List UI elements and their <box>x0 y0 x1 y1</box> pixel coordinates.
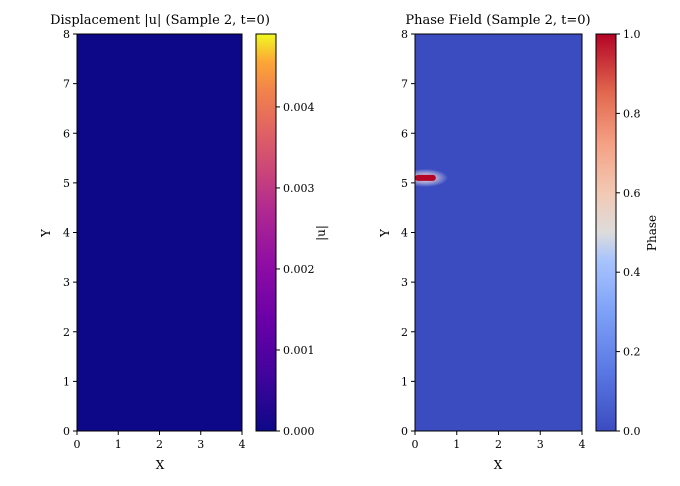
displacement-field <box>77 34 242 431</box>
phase-panel: Phase Field (Sample 2, t=0) 0 1 2 3 4 0 1 2 3 4 5… <box>378 13 659 472</box>
phase-x-tick-label: 3 <box>537 438 544 451</box>
phase-y-tick-label: 7 <box>401 78 408 91</box>
displacement-x-tick-label: 1 <box>115 438 122 451</box>
phase-x-label: X <box>494 458 503 472</box>
displacement-title: Displacement |u| (Sample 2, t=0) <box>50 13 270 28</box>
displacement-x-tick-label: 4 <box>239 438 246 451</box>
phase-colorbar-tick-label: 0.6 <box>623 187 641 200</box>
displacement-x-ticks: 0 1 2 3 4 <box>74 431 246 451</box>
phase-x-tick-label: 0 <box>412 438 419 451</box>
phase-colorbar-tick-label: 0.0 <box>623 425 641 438</box>
phase-y-tick-label: 8 <box>401 28 408 41</box>
phase-x-tick-label: 4 <box>579 438 586 451</box>
phase-field <box>415 34 582 431</box>
displacement-colorbar <box>256 34 276 431</box>
phase-x-ticks: 0 1 2 3 4 <box>412 431 586 451</box>
phase-y-tick-label: 4 <box>401 227 408 240</box>
displacement-y-tick-label: 8 <box>63 28 70 41</box>
displacement-x-tick-label: 2 <box>156 438 163 451</box>
phase-colorbar-frame <box>595 33 617 432</box>
phase-x-tick-label: 1 <box>453 438 460 451</box>
displacement-y-tick-label: 4 <box>63 227 70 240</box>
phase-y-tick-label: 1 <box>401 375 408 388</box>
phase-title: Phase Field (Sample 2, t=0) <box>405 13 590 28</box>
phase-colorbar <box>596 34 616 431</box>
phase-colorbar-label: Phase <box>645 215 659 251</box>
phase-y-tick-label: 2 <box>401 326 408 339</box>
displacement-y-tick-label: 7 <box>63 78 70 91</box>
phase-y-ticks: 0 1 2 3 4 5 6 7 8 <box>401 28 415 438</box>
displacement-y-tick-label: 1 <box>63 375 70 388</box>
phase-y-tick-label: 3 <box>401 276 408 289</box>
phase-colorbar-tick-label: 0.2 <box>623 346 641 359</box>
displacement-colorbar-tick-label: 0.002 <box>283 263 315 276</box>
displacement-y-tick-label: 2 <box>63 326 70 339</box>
displacement-colorbar-ticks: 0.000 0.001 0.002 0.003 0.004 <box>276 101 315 438</box>
phase-colorbar-ticks: 0.0 0.2 0.4 0.6 0.8 1.0 <box>616 28 641 438</box>
displacement-x-tick-label: 3 <box>197 438 204 451</box>
phase-crack <box>415 174 436 181</box>
phase-y-tick-label: 5 <box>401 177 408 190</box>
phase-y-label: Y <box>378 228 392 238</box>
phase-x-tick-label: 2 <box>495 438 502 451</box>
phase-y-tick-label: 0 <box>401 425 408 438</box>
displacement-y-tick-label: 6 <box>63 127 70 140</box>
displacement-x-tick-label: 0 <box>74 438 81 451</box>
displacement-y-tick-label: 3 <box>63 276 70 289</box>
phase-y-tick-label: 6 <box>401 127 408 140</box>
phase-colorbar-tick-label: 0.8 <box>623 107 641 120</box>
displacement-x-label: X <box>156 458 165 472</box>
displacement-colorbar-tick-label: 0.000 <box>283 425 315 438</box>
displacement-colorbar-tick-label: 0.003 <box>283 182 315 195</box>
displacement-y-tick-label: 5 <box>63 177 70 190</box>
displacement-colorbar-label: |u| <box>314 225 328 241</box>
displacement-colorbar-frame <box>255 33 277 432</box>
displacement-colorbar-tick-label: 0.001 <box>283 344 315 357</box>
displacement-y-tick-label: 0 <box>63 425 70 438</box>
displacement-panel: Displacement |u| (Sample 2, t=0) 0 1 2 3 4 0… <box>39 13 328 472</box>
phase-colorbar-tick-label: 0.4 <box>623 266 641 279</box>
displacement-y-label: Y <box>39 228 53 238</box>
displacement-colorbar-tick-label: 0.004 <box>283 101 315 114</box>
phase-colorbar-tick-label: 1.0 <box>623 28 641 41</box>
displacement-y-ticks: 0 1 2 3 4 5 6 7 8 <box>63 28 77 438</box>
